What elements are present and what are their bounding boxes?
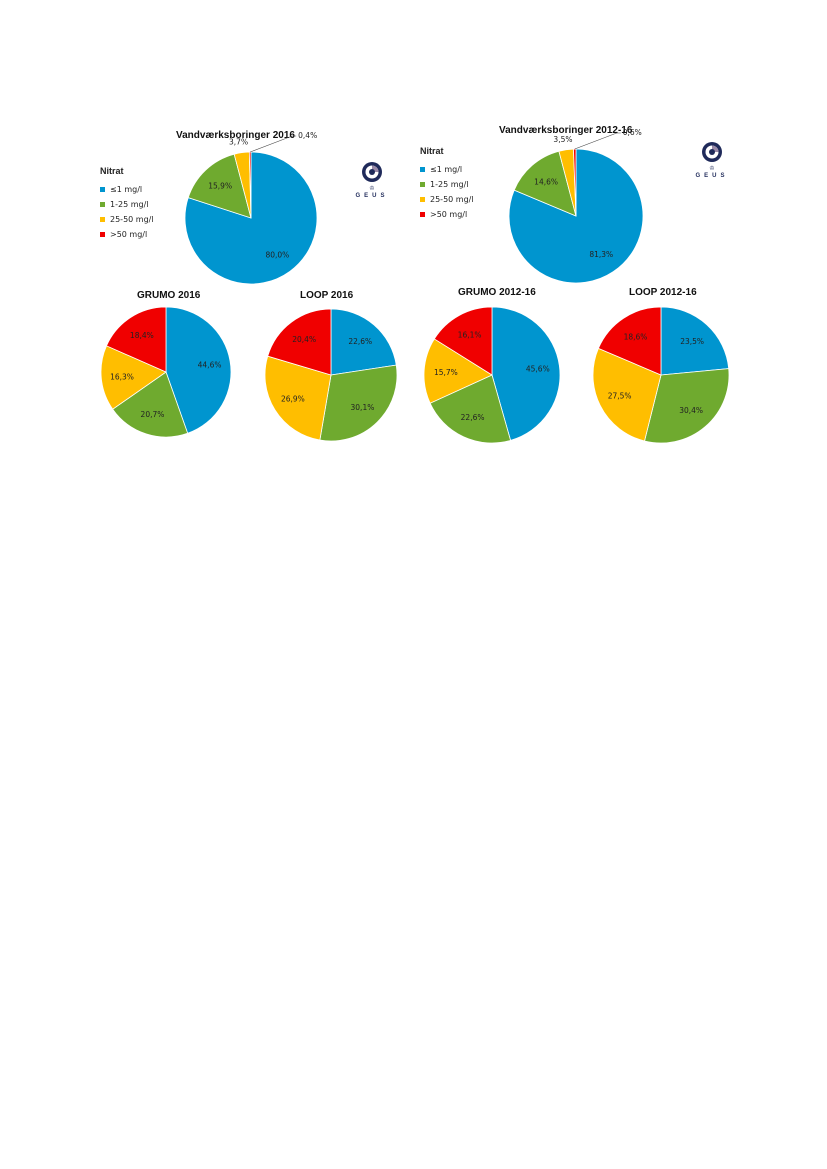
slice-25-50 — [100, 345, 167, 410]
slice-1-25 — [513, 150, 577, 217]
legend-label: ≤1 mg/l — [110, 185, 143, 194]
slice-le1 — [491, 306, 561, 441]
slice-gt50 — [597, 306, 662, 376]
slice-le1 — [184, 151, 318, 285]
slice-gt50 — [433, 306, 493, 376]
legend-label: 25-50 mg/l — [430, 195, 474, 204]
slice-gt50 — [267, 308, 332, 376]
slice-data-label: 20,7% — [141, 410, 165, 419]
legend-item: 25-50 mg/l — [420, 192, 474, 207]
legend-item: ≤1 mg/l — [100, 182, 154, 197]
slice-data-label: 18,6% — [624, 332, 648, 341]
slice-25-50 — [264, 355, 332, 441]
slice-1-25 — [112, 371, 189, 438]
slice-data-label: 30,4% — [679, 406, 703, 415]
geus-logo-left: ♔ GEUS — [352, 160, 392, 204]
slice-data-label: 14,6% — [534, 178, 558, 187]
slice-data-label: 16,3% — [110, 372, 134, 381]
legend-label: 1-25 mg/l — [430, 180, 469, 189]
crown-icon: ♔ — [369, 186, 375, 192]
pie-grumo-2012-16: 45,6% 22,6% 15,7% 16,1% — [423, 306, 561, 444]
legend-item: ≤1 mg/l — [420, 162, 474, 177]
slice-1-25 — [644, 368, 730, 444]
slice-le1 — [330, 308, 397, 376]
legend-label: 1-25 mg/l — [110, 200, 149, 209]
pie-grumo-2016: 44,6% 20,7% 16,3% 18,4% — [100, 306, 232, 438]
slice-gt50 — [105, 306, 167, 373]
legend-swatch — [420, 212, 425, 217]
pie-loop-2012-16: 23,5% 30,4% 27,5% 18,6% — [592, 306, 730, 444]
chart-title-grumo-2012-16: GRUMO 2012-16 — [458, 287, 536, 298]
slice-le1 — [165, 306, 232, 434]
leader-line — [250, 135, 297, 153]
slice-le1 — [660, 306, 730, 376]
pie-vandvaerk-2016: 80,0% 15,9% 3,7% 0,4% — [184, 131, 318, 285]
legend-label: >50 mg/l — [430, 210, 468, 219]
slice-data-label: 3,5% — [553, 135, 572, 144]
slice-data-label: 27,5% — [608, 392, 632, 401]
crown-icon: ♔ — [709, 166, 715, 172]
slice-data-label: 0,4% — [298, 131, 317, 140]
slice-data-label: 20,4% — [292, 335, 316, 344]
chart-title-vandvaerk-2012-16: Vandværksboringer 2012-16 — [499, 125, 633, 136]
legend-title: Nitrat — [420, 146, 444, 156]
legend-title: Nitrat — [100, 166, 124, 176]
geus-emblem-icon — [362, 162, 382, 182]
legend-item: >50 mg/l — [100, 227, 154, 242]
slice-data-label: 81,3% — [589, 250, 613, 259]
geus-logo-text: GEUS — [695, 173, 729, 179]
legend-swatch — [420, 182, 425, 187]
legend-swatch — [420, 197, 425, 202]
slice-data-label: 80,0% — [265, 250, 289, 259]
slice-1-25 — [319, 364, 398, 442]
legend-label: >50 mg/l — [110, 230, 148, 239]
pie-vandvaerk-2012-16: 81,3% 14,6% 3,5% 0,6% — [508, 128, 644, 284]
legend-item: 1-25 mg/l — [100, 197, 154, 212]
slice-data-label: 0,6% — [623, 128, 642, 137]
slice-data-label: 44,6% — [198, 361, 222, 370]
legend-swatch — [100, 187, 105, 192]
slice-data-label: 3,7% — [229, 138, 248, 147]
chart-title-loop-2012-16: LOOP 2012-16 — [629, 287, 697, 298]
slice-data-label: 45,6% — [526, 365, 550, 374]
legend-left: Nitrat ≤1 mg/l 1-25 mg/l 25-50 mg/l >50 … — [100, 166, 154, 242]
legend-swatch — [420, 167, 425, 172]
legend-swatch — [100, 202, 105, 207]
chart-title-grumo-2016: GRUMO 2016 — [137, 290, 201, 301]
chart-title-loop-2016: LOOP 2016 — [300, 290, 354, 301]
slice-data-label: 18,4% — [130, 331, 154, 340]
slice-data-label: 30,1% — [351, 403, 375, 412]
geus-logo-right: ♔ GEUS — [692, 140, 732, 184]
slice-le1 — [508, 148, 644, 284]
slice-25-50 — [592, 347, 662, 442]
slice-data-label: 22,6% — [348, 337, 372, 346]
slice-1-25 — [187, 153, 252, 219]
nitrate-pie-figure: Vandværksboringer 2016 Vandværksboringer… — [0, 0, 827, 470]
pie-loop-2016: 22,6% 30,1% 26,9% 20,4% — [264, 308, 398, 442]
legend-item: 25-50 mg/l — [100, 212, 154, 227]
legend-swatch — [100, 232, 105, 237]
slice-data-label: 15,7% — [434, 368, 458, 377]
slice-data-label: 22,6% — [461, 413, 485, 422]
chart-title-vandvaerk-2016: Vandværksboringer 2016 — [176, 130, 295, 141]
slice-data-label: 16,1% — [458, 331, 482, 340]
legend-swatch — [100, 217, 105, 222]
legend-label: 25-50 mg/l — [110, 215, 154, 224]
legend-item: >50 mg/l — [420, 207, 474, 222]
geus-emblem-icon — [702, 142, 722, 162]
geus-logo-text: GEUS — [355, 193, 389, 199]
slice-data-label: 15,9% — [208, 181, 232, 190]
leader-line — [574, 132, 621, 150]
legend-label: ≤1 mg/l — [430, 165, 463, 174]
legend-item: 1-25 mg/l — [420, 177, 474, 192]
slice-data-label: 26,9% — [281, 395, 305, 404]
slice-25-50 — [423, 338, 493, 404]
slice-data-label: 23,5% — [680, 337, 704, 346]
slice-1-25 — [429, 374, 512, 444]
slice-gt50 — [573, 148, 577, 217]
legend-right: Nitrat ≤1 mg/l 1-25 mg/l 25-50 mg/l >50 … — [420, 146, 474, 222]
